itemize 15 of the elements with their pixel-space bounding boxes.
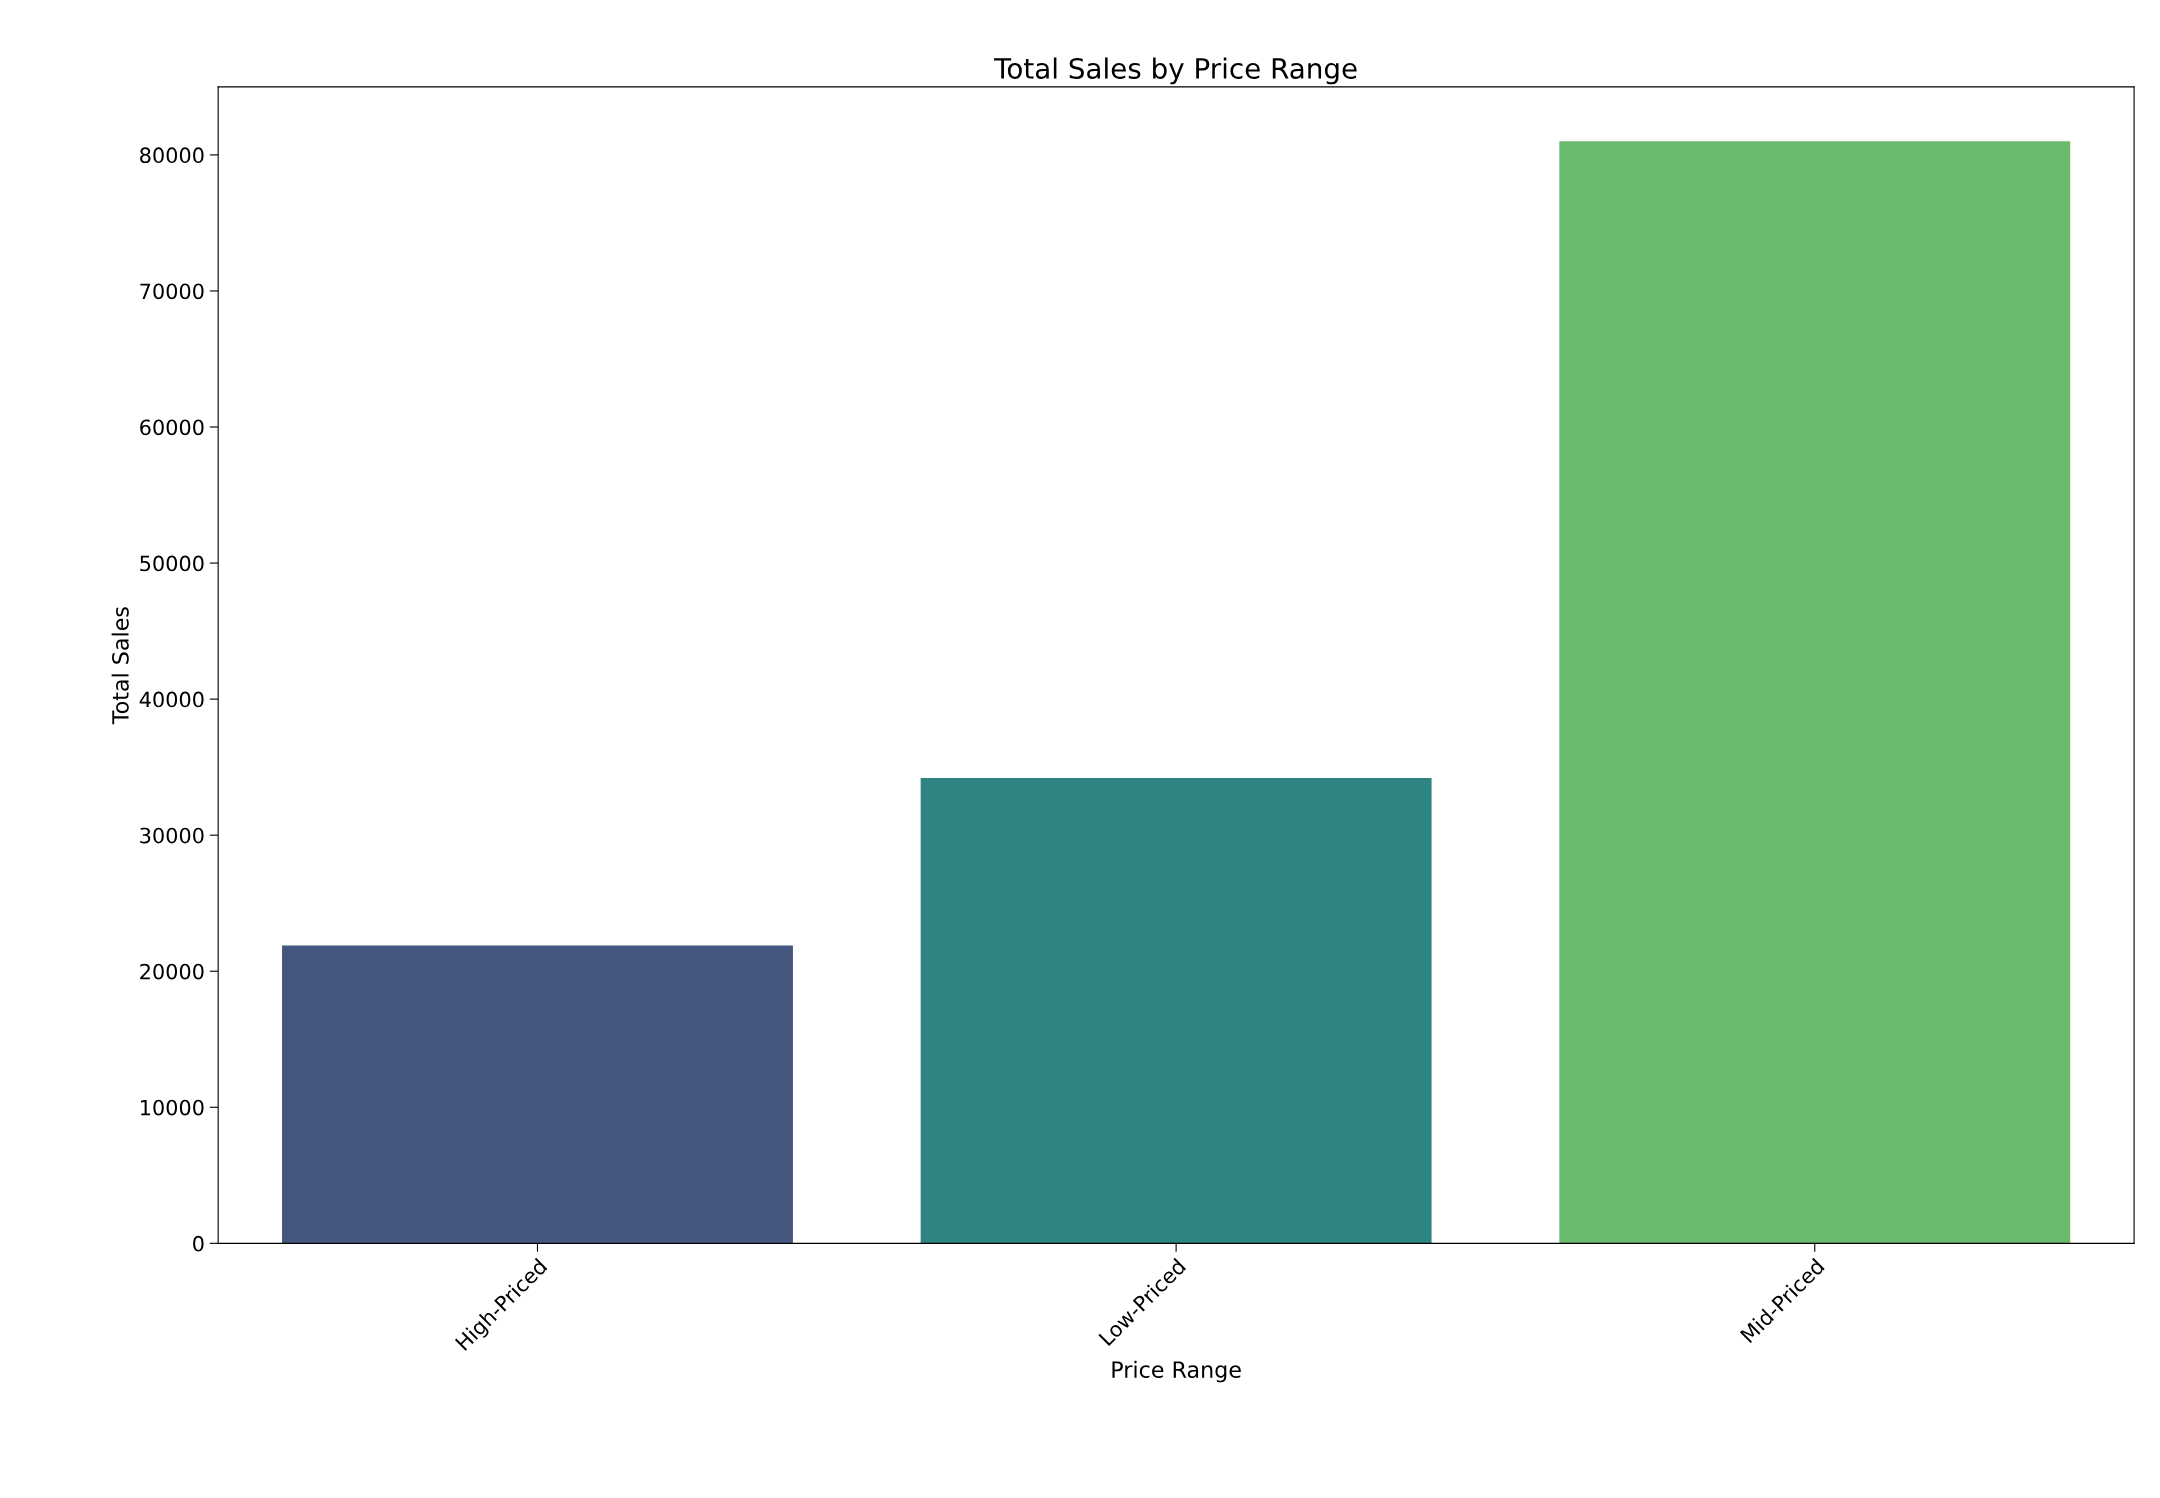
y-tick-label: 0 [193, 1235, 204, 1252]
bar [282, 945, 793, 1244]
y-tick-label: 70000 [140, 283, 204, 300]
y-tick-label: 30000 [140, 827, 204, 844]
y-tick-label: 20000 [140, 963, 204, 980]
y-tick-label: 10000 [140, 1099, 204, 1116]
y-tick-label: 80000 [140, 147, 204, 164]
y-tick-label: 50000 [140, 555, 204, 572]
bar [920, 778, 1432, 1244]
bar [1559, 141, 2071, 1244]
chart-title: Total Sales by Price Range [994, 57, 1357, 85]
x-axis-title: Price Range [1112, 1360, 1241, 1383]
y-axis-title: Total Sales [111, 607, 129, 725]
y-tick-label: 40000 [139, 691, 204, 708]
y-tick-label: 60000 [140, 419, 204, 436]
